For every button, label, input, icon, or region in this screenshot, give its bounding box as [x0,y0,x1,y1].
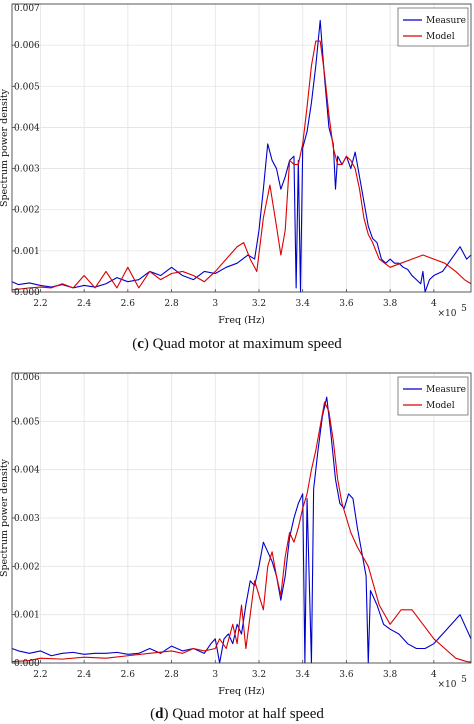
x-tick-label: 2.6 [121,670,136,680]
y-tick-label: 0.005 [14,417,40,427]
legend-label-measure: Measure [426,385,466,395]
x-tick-label: 3.4 [296,670,311,680]
x-tick-label: 3 [212,299,218,309]
y-axis-label: Spectrum power density [0,458,10,577]
y-tick-label: 0.003 [14,165,40,175]
x-axis-label: Freq (Hz) [218,686,265,697]
x-tick-label: 2.6 [121,299,136,309]
y-tick-label: 0.000 [14,288,40,298]
y-tick-label: 0.007 [14,4,40,14]
y-tick-label: 0.001 [14,611,40,621]
legend-label-model: Model [426,401,455,411]
figure-caption: (d) Quad motor at half speed [150,706,324,722]
y-tick-label: 0.006 [14,373,40,383]
x-tick-label: 4 [431,670,437,680]
x-tick-label: 4 [431,299,437,309]
x-tick-label: 3.6 [339,670,354,680]
x-tick-label: 3.6 [339,299,354,309]
chart-panel-c: 2.2 2.4 2.6 2.8 3 3.2 3.4 3.6 3.8 4 0.000 0.001 0.00… [0,3,472,352]
y-tick-label: 0.004 [14,466,40,476]
x-axis-label: Freq (Hz) [218,315,265,326]
series-line-model [11,40,472,291]
x-tick-label: 3.8 [383,670,398,680]
legend-label-measure: Measure [426,16,466,26]
legend: Measure Model [397,7,469,47]
x-tick-label: 3.2 [252,670,266,680]
x-tick-label: 2.4 [77,299,92,309]
plot-frame [11,3,472,293]
y-tick-label: 0.003 [14,514,40,524]
x-tick-label: 2.4 [77,670,92,680]
y-tick-label: 0.000 [14,659,40,669]
series-line-measure [11,19,472,293]
y-tick-label: 0.001 [14,247,40,257]
x-tick-label: 2.8 [164,299,179,309]
legend: Measure Model [397,376,469,416]
x-tick-label: 3.4 [296,299,311,309]
y-tick-label: 0.004 [14,123,40,133]
legend-box [397,7,469,47]
legend-box [397,376,469,416]
x-tick-label: 2.2 [33,670,47,680]
x-axis-multiplier: ×10 [438,309,457,319]
figure-caption: (c) Quad motor at maximum speed [132,336,342,352]
legend-label-model: Model [426,32,455,42]
x-tick-label: 2.2 [33,299,47,309]
x-axis-multiplier: ×10 [438,680,457,690]
series-line-measure [11,396,472,664]
x-tick-label: 3.8 [383,299,398,309]
series-line-model [11,401,472,663]
y-tick-label: 0.006 [14,41,40,51]
y-tick-label: 0.002 [14,562,40,572]
x-axis-exponent: 5 [461,675,467,685]
x-tick-label: 2.8 [164,670,179,680]
y-tick-label: 0.005 [14,82,40,92]
y-axis-label: Spectrum power density [0,88,10,207]
x-axis-exponent: 5 [461,304,467,314]
x-tick-label: 3.2 [252,299,266,309]
y-tick-label: 0.002 [14,206,40,216]
x-tick-label: 3 [212,670,218,680]
chart-panel-d: 2.2 2.4 2.6 2.8 3 3.2 3.4 3.6 3.8 4 0.000 0.001 0.00… [0,372,472,722]
